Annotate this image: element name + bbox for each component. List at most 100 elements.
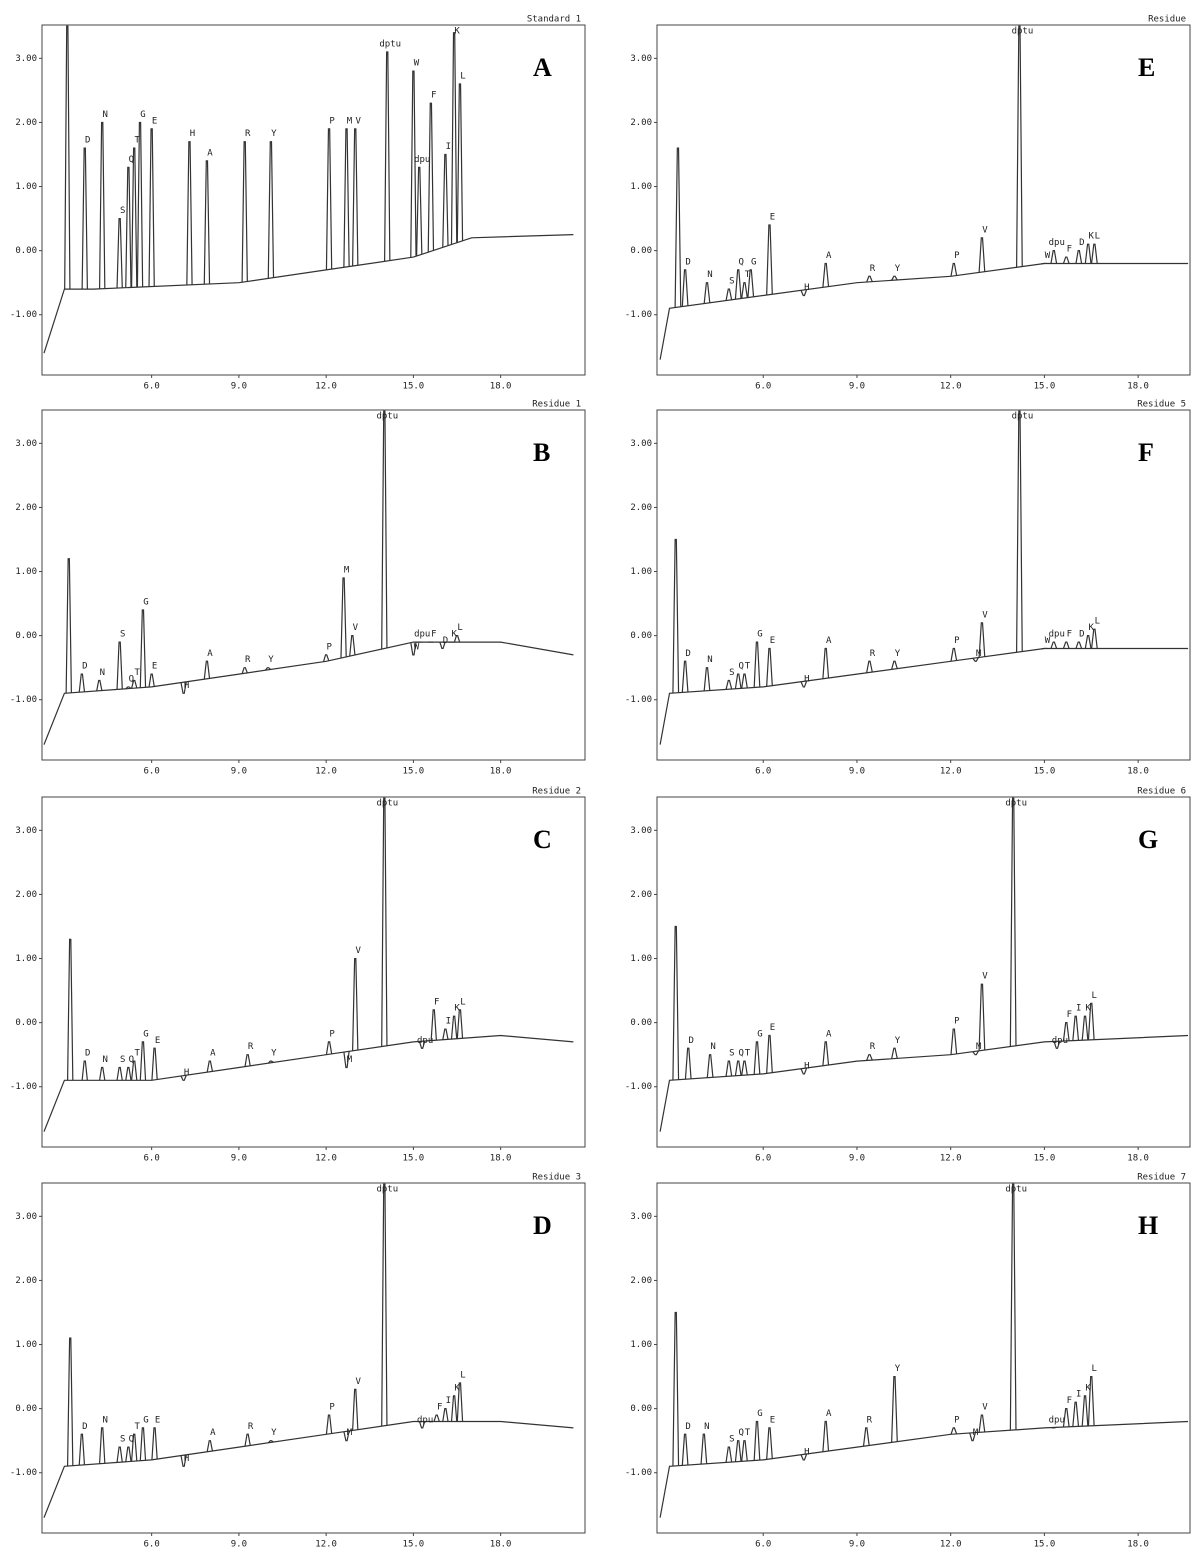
peak xyxy=(439,641,446,650)
peak xyxy=(1009,1183,1017,1431)
peak-label: S xyxy=(120,1055,125,1065)
y-tick-label: -1.00 xyxy=(625,310,652,320)
panel-letter: G xyxy=(1138,825,1158,854)
panel-title: Standard 1 xyxy=(527,15,581,25)
peak-label: E xyxy=(152,116,157,126)
peak-label: S xyxy=(120,206,125,216)
x-tick-label: 15.0 xyxy=(1034,1154,1056,1164)
peak-label: M xyxy=(347,1428,353,1438)
peak xyxy=(116,641,123,690)
x-tick-label: 9.0 xyxy=(231,1540,247,1550)
panel-letter: C xyxy=(533,825,552,854)
peak-label: Y xyxy=(268,655,274,665)
peak-label: N xyxy=(102,1415,107,1425)
y-tick-label: 1.00 xyxy=(15,1340,37,1350)
peak xyxy=(442,1028,449,1040)
peak-label: K xyxy=(454,1004,460,1014)
peak xyxy=(416,166,423,257)
baseline-trace xyxy=(43,1420,574,1518)
peak xyxy=(116,1066,123,1081)
peak-label: F xyxy=(431,630,436,640)
panel-letter: D xyxy=(533,1211,552,1240)
trace-group xyxy=(43,797,574,1132)
trace-group xyxy=(659,410,1189,745)
peak xyxy=(674,147,682,308)
peak-label: L xyxy=(460,71,465,81)
peak xyxy=(753,641,761,688)
peak xyxy=(244,1433,251,1447)
peak-label: N xyxy=(704,1422,709,1432)
peak xyxy=(681,1433,689,1466)
peak xyxy=(800,680,808,688)
peak-label: K xyxy=(454,1383,460,1393)
peak-label: Y xyxy=(895,1364,901,1374)
panel: Residue 7 H 3.00 2.00 1.00 0.00 -1.00 6.0 9.0 12.… xyxy=(625,1173,1191,1550)
peak xyxy=(862,1427,870,1447)
peak-label: I xyxy=(446,1017,451,1027)
peak xyxy=(66,938,74,1081)
peak-label: dpu xyxy=(414,630,430,640)
peak xyxy=(866,660,873,673)
peak xyxy=(206,1060,214,1073)
peak xyxy=(866,275,873,283)
baseline-trace xyxy=(659,1420,1189,1518)
y-tick-label: 3.00 xyxy=(630,439,652,449)
y-tick-label: -1.00 xyxy=(625,1082,652,1092)
peak-label: L xyxy=(460,997,465,1007)
peak-label: D xyxy=(1079,238,1084,248)
peak xyxy=(244,1054,251,1067)
panel: Residue 5 F 3.00 2.00 1.00 0.00 -1.00 6.0 9.0 12.… xyxy=(625,400,1191,777)
peak xyxy=(1062,1408,1070,1428)
panel-title: Residue 3 xyxy=(532,1173,581,1183)
panel-letter: E xyxy=(1138,53,1155,82)
plot-frame xyxy=(656,24,1191,376)
y-tick-label: 0.00 xyxy=(630,1404,652,1414)
peak xyxy=(125,686,132,690)
peak-label: S xyxy=(729,1435,734,1445)
x-tick-label: 6.0 xyxy=(144,382,160,392)
panel-title: Residue xyxy=(1148,15,1186,25)
peak-label: dpu xyxy=(414,155,430,165)
peak xyxy=(1016,25,1023,268)
peak xyxy=(1087,1002,1095,1040)
peak-label: I xyxy=(1076,1390,1081,1400)
peak xyxy=(672,538,680,694)
peak-label: I xyxy=(446,142,451,152)
x-tick-label: 15.0 xyxy=(403,767,425,777)
x-tick-label: 12.0 xyxy=(940,1154,962,1164)
peak-label: K xyxy=(1085,1004,1091,1014)
peak xyxy=(322,654,330,662)
plot-frame xyxy=(41,24,586,376)
peak-label: V xyxy=(982,972,988,982)
panel-title: Residue 6 xyxy=(1137,787,1186,797)
peak xyxy=(822,647,830,679)
peak-label: S xyxy=(120,1435,125,1445)
peak xyxy=(267,1440,274,1444)
peak xyxy=(1050,250,1058,264)
peak xyxy=(1081,1015,1089,1041)
peak xyxy=(800,1067,808,1075)
peak-label: S xyxy=(120,630,125,640)
peak-label: P xyxy=(954,1017,960,1027)
peak xyxy=(430,1009,437,1041)
peak-label: P xyxy=(329,1403,335,1413)
peak xyxy=(352,957,359,1051)
x-tick-label: 6.0 xyxy=(755,1540,771,1550)
peak-label: W xyxy=(1045,636,1051,646)
peak xyxy=(148,128,155,287)
peak xyxy=(81,1060,88,1081)
y-tick-label: 1.00 xyxy=(15,567,37,577)
y-tick-label: 0.00 xyxy=(630,1018,652,1028)
peak-label: F xyxy=(1067,1010,1072,1020)
y-tick-label: 3.00 xyxy=(630,1212,652,1222)
peak xyxy=(450,1395,458,1422)
panel-letter: F xyxy=(1138,438,1154,467)
peak-label: T xyxy=(134,1049,140,1059)
peak-label: dpu xyxy=(1049,238,1065,248)
peak xyxy=(1075,250,1083,264)
trace-group xyxy=(659,25,1189,360)
panel: Standard 1 A 3.00 2.00 1.00 0.00 -1.00 6.0 9.0 12… xyxy=(10,15,586,392)
peak-label: E xyxy=(770,213,775,223)
x-tick-label: 18.0 xyxy=(490,1540,512,1550)
peak xyxy=(753,1420,761,1461)
